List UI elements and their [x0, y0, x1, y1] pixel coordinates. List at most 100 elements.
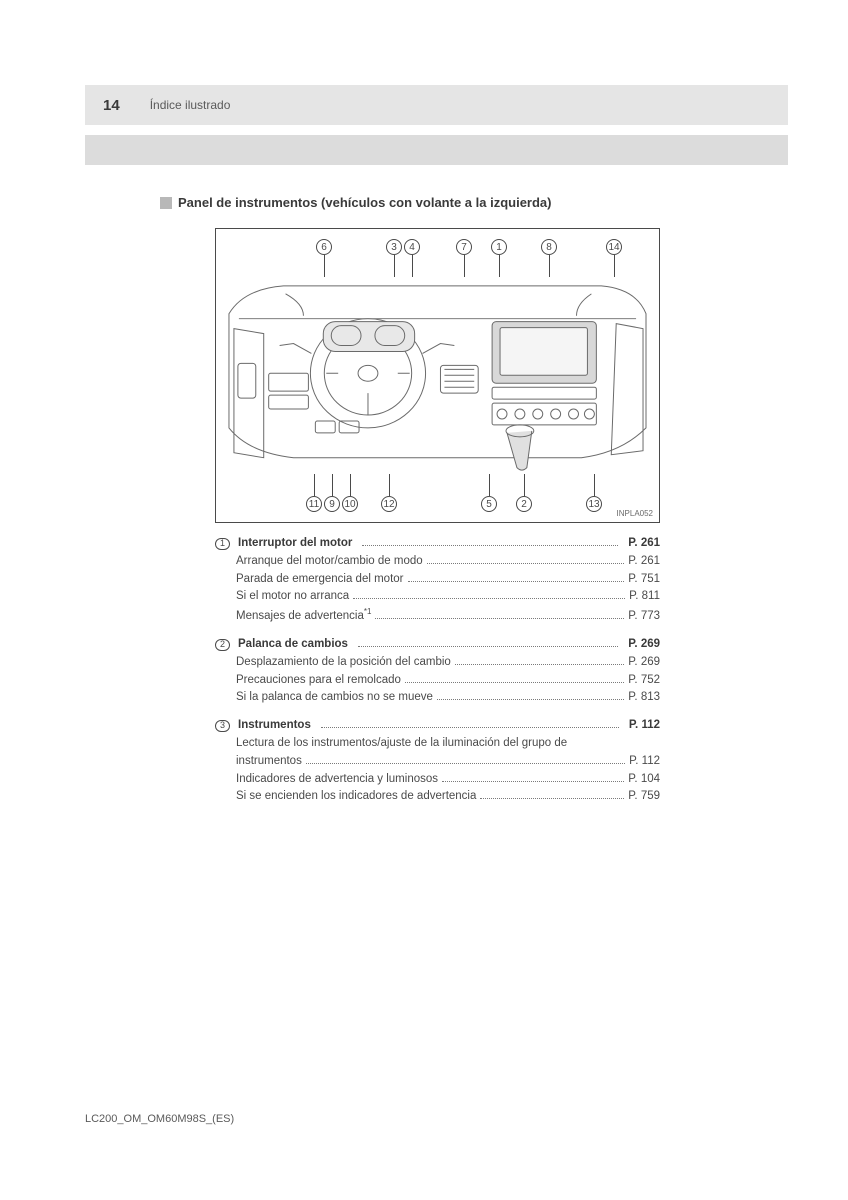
callout-2: 2: [516, 496, 532, 512]
leader-dots: [375, 618, 624, 619]
callout-3: 3: [386, 239, 402, 255]
entry-sub-row: Mensajes de advertencia*1 P. 773: [215, 606, 660, 626]
entry-sub-row: Si la palanca de cambios no se mueve P. 8…: [215, 689, 660, 707]
page-reference: P. 813: [628, 689, 660, 707]
leader-dots: [480, 798, 624, 799]
leader-line: [614, 255, 615, 277]
page-reference: P. 104: [628, 771, 660, 789]
entry-sub-row: Arranque del motor/cambio de modo P. 261: [215, 553, 660, 571]
instrument-panel-diagram: INPLA052 6347181411910125213: [215, 228, 660, 523]
entry-sub-row: Indicadores de advertencia y luminosos P.…: [215, 771, 660, 789]
callout-9: 9: [324, 496, 340, 512]
sub-header-bar: [85, 135, 788, 165]
page-reference: P. 752: [628, 672, 660, 690]
footer-code: LC200_OM_OM60M98S_(ES): [85, 1113, 234, 1125]
dashboard-illustration: [224, 274, 651, 473]
page-reference: P. 261: [628, 553, 660, 571]
leader-dots: [362, 545, 618, 546]
page-reference: P. 773: [628, 608, 660, 626]
section-bullet-icon: [160, 197, 172, 209]
entry-title: Palanca de cambios: [238, 636, 348, 654]
callout-6: 6: [316, 239, 332, 255]
content-area: Panel de instrumentos (vehículos con vol…: [85, 195, 788, 816]
leader-line: [464, 255, 465, 277]
callout-14: 14: [606, 239, 622, 255]
page-reference: P. 759: [628, 788, 660, 806]
leader-line: [412, 255, 413, 277]
callout-8: 8: [541, 239, 557, 255]
leader-line: [314, 474, 315, 496]
header-section: Índice ilustrado: [150, 98, 231, 112]
sub-label: Si la palanca de cambios no se mueve: [236, 689, 433, 707]
page-reference: P. 261: [628, 535, 660, 553]
leader-line: [332, 474, 333, 496]
page-reference: P. 112: [629, 753, 660, 771]
entry-sub-row: Desplazamiento de la posición del cambio…: [215, 654, 660, 672]
section-title-row: Panel de instrumentos (vehículos con vol…: [160, 195, 788, 210]
leader-line: [499, 255, 500, 277]
page-reference: P. 751: [628, 571, 660, 589]
index-entry: 2Palanca de cambiosP. 269Desplazamiento …: [215, 636, 660, 707]
section-title: Panel de instrumentos (vehículos con vol…: [178, 195, 551, 210]
page-reference: P. 269: [628, 654, 660, 672]
sub-label: Desplazamiento de la posición del cambio: [236, 654, 451, 672]
diagram-code: INPLA052: [617, 509, 653, 518]
leader-line: [549, 255, 550, 277]
callout-4: 4: [404, 239, 420, 255]
sub-label: Si se encienden los indicadores de adver…: [236, 788, 476, 806]
entry-sub-row: Si se encienden los indicadores de adver…: [215, 788, 660, 806]
callout-10: 10: [342, 496, 358, 512]
leader-dots: [442, 781, 624, 782]
leader-dots: [321, 727, 619, 728]
page-reference: P. 269: [628, 636, 660, 654]
entry-number-icon: 2: [215, 639, 230, 651]
leader-dots: [353, 598, 625, 599]
index-list: 1Interruptor del motorP. 261Arranque del…: [215, 535, 660, 806]
entry-header-row: 2 Palanca de cambios P. 269: [215, 636, 660, 654]
sub-label: Si el motor no arranca: [236, 588, 349, 606]
leader-line: [350, 474, 351, 496]
entry-sub-row: Parada de emergencia del motor P. 751: [215, 571, 660, 589]
sub-label: Mensajes de advertencia*1: [236, 606, 371, 626]
index-entry: 1Interruptor del motorP. 261Arranque del…: [215, 535, 660, 626]
entry-number-icon: 1: [215, 538, 230, 550]
entry-sub-row: instrumentos P. 112: [215, 753, 660, 771]
leader-line: [394, 255, 395, 277]
index-entry: 3 Instrumentos P. 112Lectura de los instru…: [215, 717, 660, 806]
page-reference: P. 112: [629, 717, 660, 735]
leader-line: [489, 474, 490, 496]
leader-dots: [408, 581, 625, 582]
leader-dots: [427, 563, 625, 564]
sub-label: Precauciones para el remolcado: [236, 672, 401, 690]
entry-title: Interruptor del motor: [238, 535, 352, 553]
entry-title: Instrumentos: [238, 717, 311, 735]
callout-1: 1: [491, 239, 507, 255]
entry-number-icon: 3: [215, 720, 230, 732]
leader-dots: [306, 763, 625, 764]
entry-sub-row: Precauciones para el remolcado P. 752: [215, 672, 660, 690]
entry-header-row: 1 Interruptor del motor P. 261: [215, 535, 660, 553]
callout-7: 7: [456, 239, 472, 255]
entry-sub-row: Si el motor no arranca P. 811: [215, 588, 660, 606]
superscript: *1: [364, 607, 372, 616]
leader-line: [389, 474, 390, 496]
header-bar: 14 Índice ilustrado: [85, 85, 788, 125]
page-reference: P. 811: [629, 588, 660, 606]
leader-dots: [437, 699, 624, 700]
page-number: 14: [103, 97, 120, 114]
leader-dots: [358, 646, 618, 647]
callout-13: 13: [586, 496, 602, 512]
sub-label: Parada de emergencia del motor: [236, 571, 404, 589]
callout-12: 12: [381, 496, 397, 512]
sub-label: Indicadores de advertencia y luminosos: [236, 771, 438, 789]
leader-line: [594, 474, 595, 496]
leader-line: [324, 255, 325, 277]
callout-11: 11: [306, 496, 322, 512]
sub-label: Arranque del motor/cambio de modo: [236, 553, 423, 571]
entry-multiline: Lectura de los instrumentos/ajuste de la…: [215, 735, 660, 753]
leader-line: [524, 474, 525, 496]
leader-dots: [405, 682, 624, 683]
entry-header-row: 3 Instrumentos P. 112: [215, 717, 660, 735]
sub-label: instrumentos: [236, 753, 302, 771]
leader-dots: [455, 664, 624, 665]
